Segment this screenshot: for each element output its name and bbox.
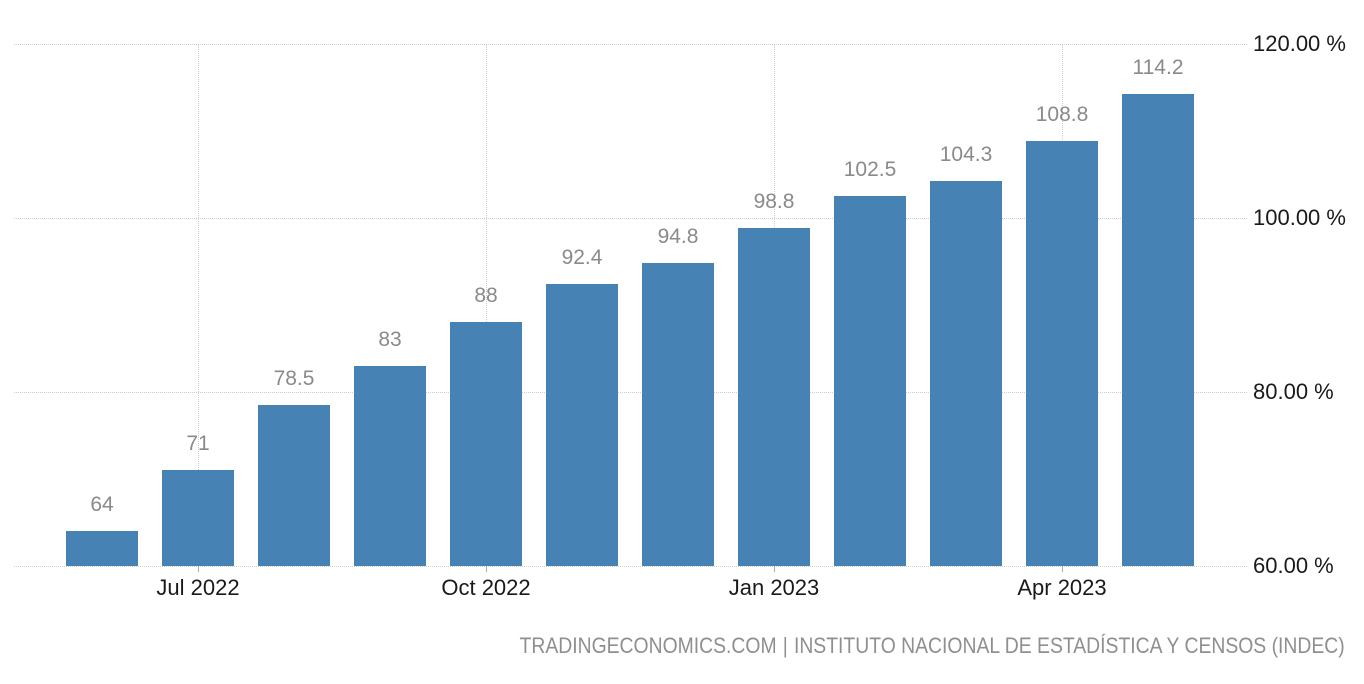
bar-value-label: 64: [90, 493, 114, 517]
source-tradingeconomics: TRADINGECONOMICS.COM: [519, 633, 777, 658]
source-indec: INSTITUTO NACIONAL DE ESTADÍSTICA Y CENS…: [794, 633, 1345, 658]
bar[interactable]: [642, 263, 714, 566]
bar[interactable]: [66, 531, 138, 566]
x-axis-tick-mark: [774, 566, 775, 572]
y-axis-tick-label: 80.00 %: [1253, 379, 1334, 404]
source-attribution: TRADINGECONOMICS.COM | INSTITUTO NACIONAL …: [520, 633, 1345, 659]
bar[interactable]: [1122, 94, 1194, 566]
bar-value-label: 102.5: [843, 158, 897, 182]
bar-value-label: 88: [474, 284, 498, 308]
bar[interactable]: [930, 180, 1002, 566]
bar[interactable]: [834, 196, 906, 566]
y-gridline: [14, 44, 1247, 45]
x-axis-tick-label: Jan 2023: [728, 575, 820, 600]
bar[interactable]: [1026, 141, 1098, 566]
x-axis-tick-mark: [198, 566, 199, 572]
bar[interactable]: [738, 228, 810, 566]
bar-value-label: 92.4: [561, 246, 603, 270]
y-gridline: [14, 566, 1247, 567]
y-gridline: [14, 218, 1247, 219]
x-axis-tick-label: Apr 2023: [1017, 575, 1107, 600]
bar-value-label: 108.8: [1035, 103, 1089, 127]
y-gridline: [14, 392, 1247, 393]
bar-value-label: 83: [378, 327, 402, 351]
x-axis-tick-mark: [1062, 566, 1063, 572]
x-axis-tick-label: Jul 2022: [156, 575, 240, 600]
y-axis-tick-label: 120.00 %: [1253, 31, 1346, 56]
bar[interactable]: [162, 470, 234, 566]
bar[interactable]: [258, 405, 330, 566]
bar-value-label: 94.8: [657, 225, 699, 249]
x-gridline: [486, 44, 487, 566]
bar-value-label: 78.5: [273, 367, 315, 391]
footer-separator: |: [783, 633, 789, 658]
y-axis-tick-label: 60.00 %: [1253, 553, 1334, 578]
bar[interactable]: [354, 365, 426, 566]
x-axis-tick-mark: [486, 566, 487, 572]
bar-value-label: 104.3: [939, 142, 993, 166]
y-axis-tick-label: 100.00 %: [1253, 205, 1346, 230]
bar-value-label: 71: [186, 432, 210, 456]
bar[interactable]: [450, 322, 522, 566]
bar-value-label: 98.8: [753, 190, 795, 214]
x-gridline: [198, 44, 199, 566]
x-axis-tick-label: Oct 2022: [441, 575, 531, 600]
bar[interactable]: [546, 284, 618, 566]
bar-value-label: 114.2: [1132, 56, 1184, 80]
